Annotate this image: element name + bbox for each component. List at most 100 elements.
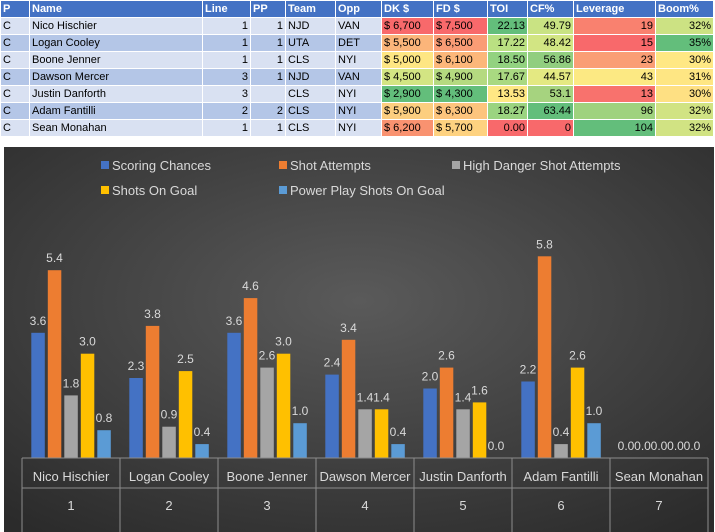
cell-lev[interactable]: 104: [573, 119, 656, 137]
cell-toi[interactable]: 13.53: [487, 85, 528, 103]
cell-team[interactable]: UTA: [285, 34, 336, 52]
column-header[interactable]: FD $: [433, 0, 488, 18]
cell-name[interactable]: Nico Hischier: [29, 17, 203, 35]
cell-toi[interactable]: 18.50: [487, 51, 528, 69]
cell-pp[interactable]: 1: [250, 34, 286, 52]
cell-boom[interactable]: 32%: [655, 17, 714, 35]
cell-toi[interactable]: 18.27: [487, 102, 528, 120]
cell-line[interactable]: 1: [202, 119, 251, 137]
cell-pp[interactable]: 2: [250, 102, 286, 120]
cell-boom[interactable]: 30%: [655, 51, 714, 69]
cell-lev[interactable]: 15: [573, 34, 656, 52]
cell-pp[interactable]: 1: [250, 17, 286, 35]
cell-toi[interactable]: 22.13: [487, 17, 528, 35]
cell-boom[interactable]: 30%: [655, 85, 714, 103]
column-header[interactable]: CF%: [527, 0, 574, 18]
cell-opp[interactable]: NYI: [335, 85, 382, 103]
column-header[interactable]: Leverage: [573, 0, 656, 18]
cell-cf[interactable]: 63.44: [527, 102, 574, 120]
cell-name[interactable]: Boone Jenner: [29, 51, 203, 69]
cell-lev[interactable]: 13: [573, 85, 656, 103]
column-header[interactable]: Opp: [335, 0, 382, 18]
column-header[interactable]: DK $: [381, 0, 434, 18]
cell-cf[interactable]: 53.1: [527, 85, 574, 103]
cell-dk[interactable]: $ 4,500: [381, 68, 434, 86]
cell-team[interactable]: CLS: [285, 102, 336, 120]
cell-name[interactable]: Justin Danforth: [29, 85, 203, 103]
cell-p[interactable]: C: [0, 102, 30, 120]
cell-name[interactable]: Sean Monahan: [29, 119, 203, 137]
cell-p[interactable]: C: [0, 119, 30, 137]
cell-fd[interactable]: $ 4,300: [433, 85, 488, 103]
cell-p[interactable]: C: [0, 85, 30, 103]
cell-pp[interactable]: 1: [250, 68, 286, 86]
cell-lev[interactable]: 19: [573, 17, 656, 35]
cell-pp[interactable]: [250, 85, 286, 103]
cell-opp[interactable]: NYI: [335, 119, 382, 137]
cell-line[interactable]: 1: [202, 17, 251, 35]
data-label: 2.6: [259, 349, 276, 363]
cell-name[interactable]: Dawson Mercer: [29, 68, 203, 86]
cell-fd[interactable]: $ 6,100: [433, 51, 488, 69]
cell-opp[interactable]: NYI: [335, 102, 382, 120]
cell-team[interactable]: CLS: [285, 51, 336, 69]
cell-fd[interactable]: $ 6,500: [433, 34, 488, 52]
cell-boom[interactable]: 35%: [655, 34, 714, 52]
cell-team[interactable]: NJD: [285, 68, 336, 86]
cell-fd[interactable]: $ 7,500: [433, 17, 488, 35]
column-header[interactable]: PP: [250, 0, 286, 18]
cell-team[interactable]: CLS: [285, 119, 336, 137]
cell-toi[interactable]: 0.00: [487, 119, 528, 137]
cell-pp[interactable]: 1: [250, 119, 286, 137]
data-label: 1.4: [373, 390, 390, 404]
cell-name[interactable]: Adam Fantilli: [29, 102, 203, 120]
cell-team[interactable]: NJD: [285, 17, 336, 35]
cell-boom[interactable]: 32%: [655, 102, 714, 120]
cell-dk[interactable]: $ 5,000: [381, 51, 434, 69]
column-header[interactable]: TOI: [487, 0, 528, 18]
cell-dk[interactable]: $ 6,700: [381, 17, 434, 35]
column-header[interactable]: P: [0, 0, 30, 18]
cell-opp[interactable]: NYI: [335, 51, 382, 69]
column-header[interactable]: Team: [285, 0, 336, 18]
cell-opp[interactable]: DET: [335, 34, 382, 52]
cell-fd[interactable]: $ 4,900: [433, 68, 488, 86]
cell-boom[interactable]: 32%: [655, 119, 714, 137]
cell-p[interactable]: C: [0, 51, 30, 69]
cell-boom[interactable]: 31%: [655, 68, 714, 86]
cell-dk[interactable]: $ 2,900: [381, 85, 434, 103]
cell-dk[interactable]: $ 6,200: [381, 119, 434, 137]
cell-fd[interactable]: $ 6,300: [433, 102, 488, 120]
cell-opp[interactable]: VAN: [335, 17, 382, 35]
cell-pp[interactable]: 1: [250, 51, 286, 69]
cell-line[interactable]: 1: [202, 51, 251, 69]
cell-lev[interactable]: 23: [573, 51, 656, 69]
column-header[interactable]: Line: [202, 0, 251, 18]
cell-line[interactable]: 1: [202, 34, 251, 52]
cell-p[interactable]: C: [0, 34, 30, 52]
cell-p[interactable]: C: [0, 17, 30, 35]
data-label: 3.8: [144, 307, 161, 321]
data-label: 0.0: [634, 439, 651, 453]
cell-fd[interactable]: $ 5,700: [433, 119, 488, 137]
cell-team[interactable]: CLS: [285, 85, 336, 103]
cell-name[interactable]: Logan Cooley: [29, 34, 203, 52]
cell-lev[interactable]: 43: [573, 68, 656, 86]
column-header[interactable]: Boom%: [655, 0, 714, 18]
cell-line[interactable]: 3: [202, 68, 251, 86]
cell-lev[interactable]: 96: [573, 102, 656, 120]
cell-cf[interactable]: 49.79: [527, 17, 574, 35]
column-header[interactable]: Name: [29, 0, 203, 18]
cell-toi[interactable]: 17.67: [487, 68, 528, 86]
cell-p[interactable]: C: [0, 68, 30, 86]
cell-dk[interactable]: $ 5,500: [381, 34, 434, 52]
cell-cf[interactable]: 48.42: [527, 34, 574, 52]
cell-cf[interactable]: 0: [527, 119, 574, 137]
cell-dk[interactable]: $ 5,900: [381, 102, 434, 120]
cell-cf[interactable]: 44.57: [527, 68, 574, 86]
cell-toi[interactable]: 17.22: [487, 34, 528, 52]
cell-line[interactable]: 2: [202, 102, 251, 120]
cell-opp[interactable]: VAN: [335, 68, 382, 86]
cell-cf[interactable]: 56.86: [527, 51, 574, 69]
cell-line[interactable]: 3: [202, 85, 251, 103]
